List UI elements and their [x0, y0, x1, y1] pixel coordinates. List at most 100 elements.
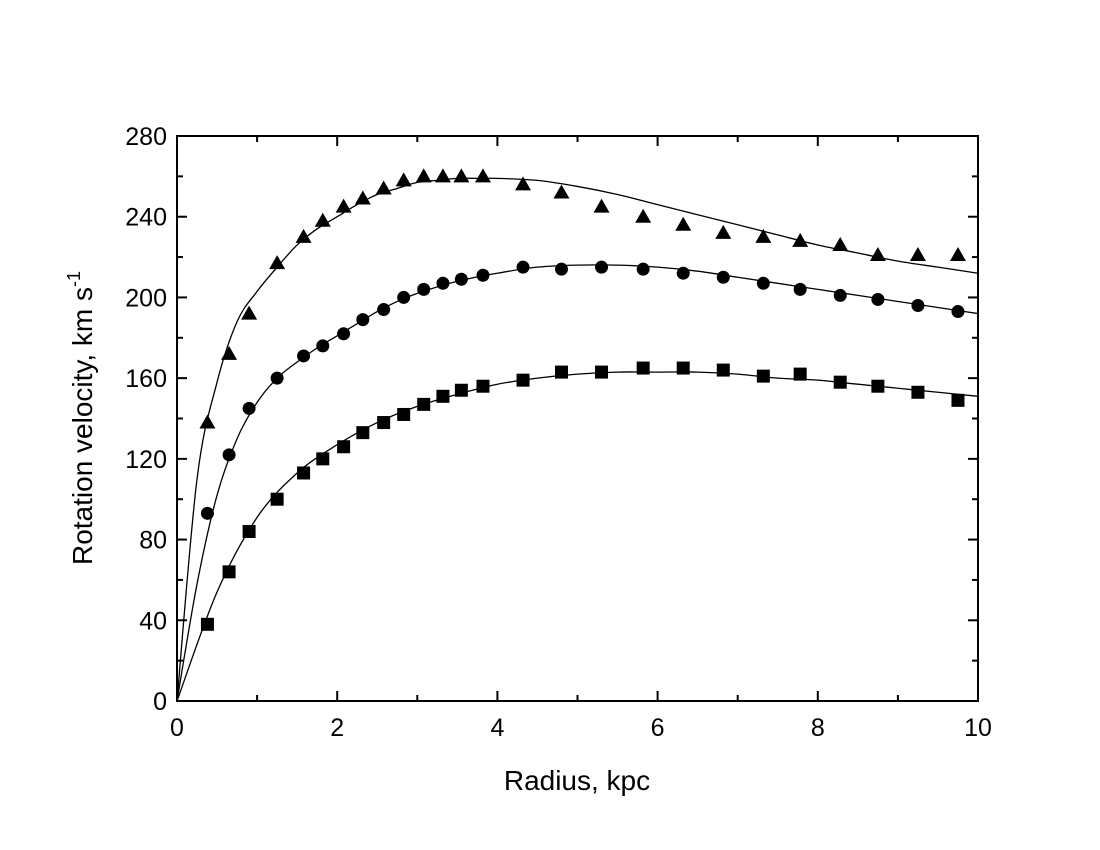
square-marker — [793, 367, 807, 381]
data-markers — [199, 168, 966, 631]
y-tick-label: 160 — [125, 365, 167, 393]
fit-curve — [176, 264, 979, 702]
square-marker — [337, 440, 351, 454]
circle-marker — [871, 292, 885, 306]
circle-marker — [222, 448, 236, 462]
fit-curve — [176, 371, 979, 702]
triangle-marker — [474, 168, 491, 183]
y-tick-label: 240 — [125, 204, 167, 232]
square-marker — [636, 361, 650, 375]
square-marker — [270, 492, 284, 506]
square-marker — [297, 466, 311, 480]
square-marker — [554, 365, 568, 379]
circle-marker — [397, 290, 411, 304]
triangle-marker — [792, 232, 809, 247]
circle-marker — [595, 260, 609, 274]
triangle-marker — [715, 224, 732, 239]
triangle-marker — [755, 228, 772, 243]
circle-marker — [377, 303, 391, 317]
x-tick-labels: 0 2 4 6 8 10 — [170, 714, 992, 742]
plot-frame — [176, 135, 979, 702]
circle-marker — [554, 262, 568, 276]
triangle-marker — [635, 208, 652, 223]
y-tick-label: 120 — [125, 446, 167, 474]
y-tick-labels: 0 40 80 120 160 200 240 280 — [125, 123, 167, 716]
circle-marker — [270, 371, 284, 385]
triangle-marker — [375, 180, 392, 195]
y-tick-label: 280 — [125, 123, 167, 151]
circle-marker — [436, 276, 450, 290]
circle-marker — [951, 305, 965, 319]
x-tick-label: 8 — [811, 714, 825, 742]
triangle-marker — [515, 176, 532, 191]
triangle-marker — [553, 184, 570, 199]
triangle-marker — [949, 247, 966, 262]
square-marker — [436, 389, 450, 403]
circle-marker — [676, 266, 690, 280]
y-axis-label-main: Rotation velocity, km s — [67, 287, 98, 565]
circle-marker — [417, 282, 431, 296]
triangle-marker — [832, 236, 849, 251]
circle-marker — [337, 327, 351, 341]
triangle-marker — [314, 212, 331, 227]
circle-marker — [297, 349, 311, 363]
y-tick-label: 200 — [125, 284, 167, 312]
square-marker — [716, 363, 730, 377]
square-marker — [911, 385, 925, 399]
circle-marker — [454, 272, 468, 286]
y-tick-label: 0 — [153, 688, 167, 716]
triangle-marker — [675, 216, 692, 231]
circle-marker — [200, 506, 214, 520]
circle-marker — [356, 313, 370, 327]
x-tick-label: 0 — [170, 714, 184, 742]
square-marker — [676, 361, 690, 375]
y-tick-label: 80 — [139, 527, 167, 555]
circle-marker — [636, 262, 650, 276]
triangle-marker — [335, 198, 352, 213]
x-tick-label: 2 — [330, 714, 344, 742]
circle-marker — [476, 268, 490, 282]
circle-marker — [516, 260, 530, 274]
circle-marker — [756, 276, 770, 290]
triangle-marker — [453, 168, 470, 183]
square-marker — [951, 393, 965, 407]
axis-ticks — [176, 135, 979, 702]
circle-marker — [793, 282, 807, 296]
triangle-marker — [869, 247, 886, 262]
square-marker — [516, 373, 530, 387]
fit-curve — [176, 177, 979, 702]
triangle-marker — [221, 345, 238, 360]
circle-marker — [716, 270, 730, 284]
square-marker — [377, 416, 391, 430]
square-marker — [454, 383, 468, 397]
square-marker — [417, 397, 431, 411]
x-axis-label: Radius, kpc — [504, 765, 650, 796]
x-tick-label: 6 — [651, 714, 665, 742]
triangle-marker — [434, 168, 451, 183]
triangle-marker — [395, 172, 412, 187]
y-axis-label: Rotation velocity, km s-1 — [64, 271, 98, 565]
square-marker — [316, 452, 330, 466]
y-tick-label: 40 — [139, 607, 167, 635]
fit-curves — [176, 177, 979, 702]
circle-marker — [833, 288, 847, 302]
square-marker — [242, 525, 256, 538]
triangle-marker — [241, 305, 258, 320]
circle-marker — [911, 299, 925, 312]
square-marker — [833, 375, 847, 389]
triangle-marker — [415, 168, 432, 183]
circle-marker — [242, 401, 256, 415]
square-marker — [595, 365, 609, 379]
square-marker — [871, 379, 885, 393]
square-marker — [476, 379, 490, 393]
triangle-marker — [295, 228, 312, 243]
circle-marker — [316, 339, 330, 353]
x-tick-label: 4 — [490, 714, 504, 742]
y-axis-label-superscript: -1 — [64, 271, 84, 287]
triangle-marker — [354, 190, 371, 205]
triangle-marker — [909, 247, 926, 262]
triangle-marker — [199, 414, 216, 429]
triangle-marker — [269, 255, 286, 270]
square-marker — [397, 407, 411, 421]
